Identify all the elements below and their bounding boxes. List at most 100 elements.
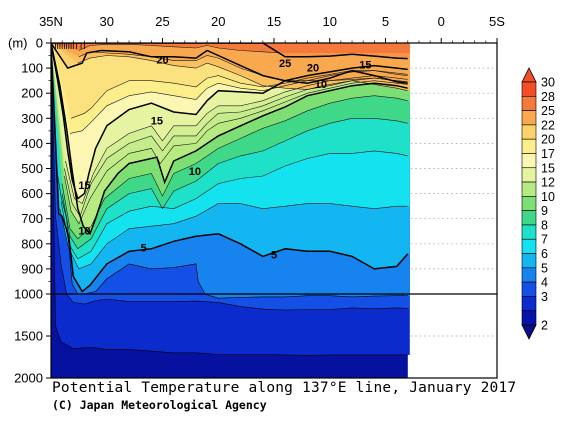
colorbar-label: 7 <box>541 233 548 247</box>
colorbar-label: 2 <box>541 319 548 333</box>
x-tick-label: 5S <box>489 14 505 29</box>
y-tick-label: 400 <box>21 136 43 151</box>
colorbar-label: 30 <box>541 76 555 90</box>
y-tick-label: 800 <box>21 236 43 251</box>
x-tick-label: 0 <box>438 14 445 29</box>
colorbar-label: 17 <box>541 147 555 161</box>
colorbar-label: 15 <box>541 161 555 175</box>
contour-label-layer: 20 25 20 15 10 15 10 15 10 5 5 <box>78 54 371 262</box>
station-ticks <box>55 43 85 49</box>
isotherm-27 <box>78 44 280 54</box>
colorbar-label: 3 <box>541 290 548 304</box>
isotherm-25 <box>51 43 408 60</box>
contour-label: 5 <box>140 243 146 255</box>
colorbar-label: 9 <box>541 204 548 218</box>
isotherm-20 <box>51 43 408 84</box>
isotherm-17 <box>69 70 408 134</box>
colorbar-swatch <box>521 95 537 111</box>
y-tick-label: 1000 <box>14 287 43 302</box>
contour-label: 15 <box>78 180 90 192</box>
y-tick-label: 600 <box>21 186 43 201</box>
isotherm-22 <box>77 55 408 91</box>
y-tick-label: 2000 <box>14 371 43 386</box>
contour-label: 10 <box>189 166 201 178</box>
colorbar-swatch <box>521 153 537 169</box>
isotherm-10 <box>51 43 408 236</box>
colorbar-min-arrow <box>521 324 537 340</box>
isotherm-8 <box>61 118 408 250</box>
y-axis: 100 200 300 400 500 600 700 800 900 1000 1500 2000 (… <box>8 36 51 386</box>
contour-line-layer <box>51 43 408 356</box>
x-tick-label: 10 <box>323 14 337 29</box>
y-tick-label: 0 <box>36 36 43 51</box>
colorbar-swatch <box>521 196 537 211</box>
band-above-27 <box>51 43 410 53</box>
colorbar-swatch <box>521 224 537 240</box>
colorbar-label: 20 <box>541 133 555 147</box>
colorbar-label: 5 <box>541 261 548 275</box>
colorbar-swatch <box>521 281 537 297</box>
colorbar-swatch <box>521 110 537 126</box>
colorbar-label: 22 <box>541 118 555 132</box>
guide-lines <box>410 67 497 337</box>
colorbar-swatch <box>521 296 537 312</box>
isotherm-5 <box>51 43 408 293</box>
y-tick-label: 1500 <box>14 329 43 344</box>
x-tick-label: 25 <box>155 14 169 29</box>
chart-title: Potential Temperature along 137°E line, … <box>52 380 517 396</box>
colorbar-label: 25 <box>541 104 555 118</box>
y-tick-label: 200 <box>21 86 43 101</box>
colorbar-max-arrow <box>521 67 537 83</box>
contour-label: 25 <box>279 58 291 70</box>
contour-label: 10 <box>78 226 90 238</box>
isotherm-2 <box>51 43 408 356</box>
colorbar-swatch <box>521 81 537 97</box>
colorbar-swatch <box>521 310 537 326</box>
colorbar-swatch <box>521 138 537 154</box>
colorbar-label: 6 <box>541 247 548 261</box>
contour-label: 5 <box>271 250 277 262</box>
y-tick-label: 100 <box>21 61 43 76</box>
colorbar-swatch <box>521 253 537 269</box>
x-tick-label: 15 <box>267 14 281 29</box>
isotherm-3 <box>51 43 408 311</box>
isotherm-15 <box>51 43 408 200</box>
isotherm-6 <box>59 203 408 270</box>
isotherm-13 <box>65 75 408 205</box>
colorbar-label: 4 <box>541 276 548 290</box>
isotherm-9 <box>61 95 408 240</box>
colorbar-label: 28 <box>541 90 555 104</box>
y-tick-label: 700 <box>21 211 43 226</box>
x-tick-label: 5 <box>382 14 389 29</box>
y-tick-label: 300 <box>21 111 43 126</box>
chart-credit: (C) Japan Meteorological Agency <box>52 398 267 412</box>
isotherm-24 <box>78 51 408 83</box>
x-axis: 35N 30 25 20 15 10 5 0 5S <box>39 14 505 43</box>
contour-label: 20 <box>156 54 168 66</box>
colorbar-swatch <box>521 181 537 197</box>
x-tick-label: 20 <box>211 14 225 29</box>
colorbar-label: 10 <box>541 190 555 204</box>
colorbar-label: 8 <box>541 218 548 232</box>
colorbar-swatch <box>521 210 537 226</box>
contour-label: 20 <box>307 63 319 75</box>
colorbar-swatch <box>521 238 537 254</box>
contour-label: 10 <box>315 79 327 91</box>
colorbar-swatch <box>521 267 537 283</box>
isotherm-12 <box>64 77 408 217</box>
y-axis-label: (m) <box>8 36 28 51</box>
contour-label: 15 <box>151 115 163 127</box>
y-tick-label: 500 <box>21 161 43 176</box>
contour-label: 15 <box>359 59 371 71</box>
colorbar-swatch <box>521 124 537 140</box>
isotherm-4 <box>51 43 408 299</box>
x-tick-label: 30 <box>100 14 114 29</box>
y-tick-label: 900 <box>21 261 43 276</box>
isotherm-7 <box>60 150 408 260</box>
x-tick-label: 35N <box>39 14 63 29</box>
colorbar-label: 12 <box>541 176 555 190</box>
colorbar-swatch <box>521 167 537 183</box>
